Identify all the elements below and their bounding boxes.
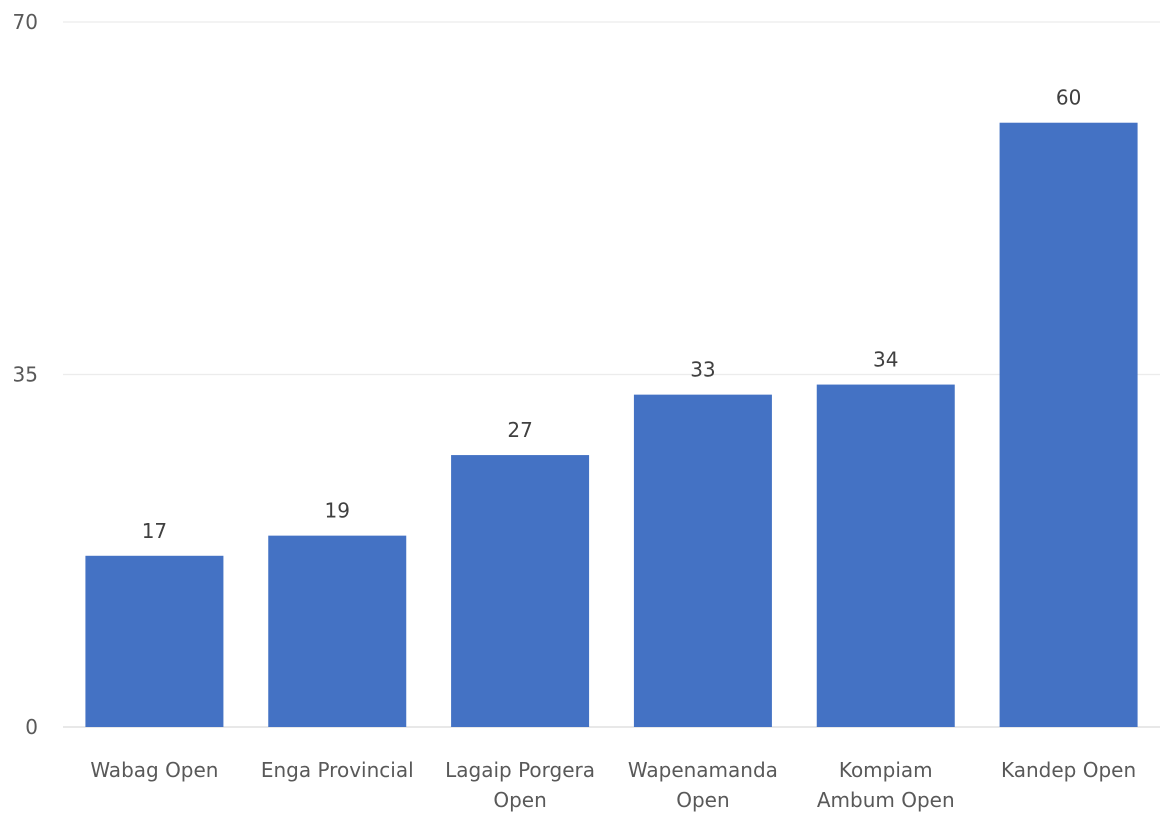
bar xyxy=(999,122,1138,727)
y-axis: 0 35 70 xyxy=(13,10,38,739)
bar xyxy=(816,384,955,727)
x-tick-label: Enga Provincial xyxy=(261,758,414,782)
data-labels: 17 19 27 33 34 60 xyxy=(142,86,1082,543)
y-tick-label: 0 xyxy=(25,715,38,739)
bar-value-label: 17 xyxy=(142,519,167,543)
bar-value-label: 34 xyxy=(873,348,898,372)
y-tick-label: 35 xyxy=(13,363,38,387)
bar-value-label: 33 xyxy=(690,358,715,382)
x-tick-label: Kompiam Ambum Open xyxy=(817,758,955,812)
x-tick-label: Wapenamanda Open xyxy=(628,758,778,812)
bar xyxy=(633,394,772,727)
bar xyxy=(268,535,407,727)
x-tick-label: Lagaip Porgera Open xyxy=(445,758,595,812)
bar xyxy=(451,455,590,727)
x-axis: Wabag Open Enga Provincial Lagaip Porgera O… xyxy=(90,758,1136,812)
bar-value-label: 19 xyxy=(325,499,350,523)
bar-value-label: 27 xyxy=(507,418,532,442)
gridlines xyxy=(63,21,1160,728)
bars xyxy=(85,122,1138,727)
y-tick-label: 70 xyxy=(13,10,38,34)
x-tick-label: Kandep Open xyxy=(1001,758,1136,782)
bar-value-label: 60 xyxy=(1056,86,1081,110)
x-tick-label: Wabag Open xyxy=(90,758,218,782)
bar xyxy=(85,555,224,727)
